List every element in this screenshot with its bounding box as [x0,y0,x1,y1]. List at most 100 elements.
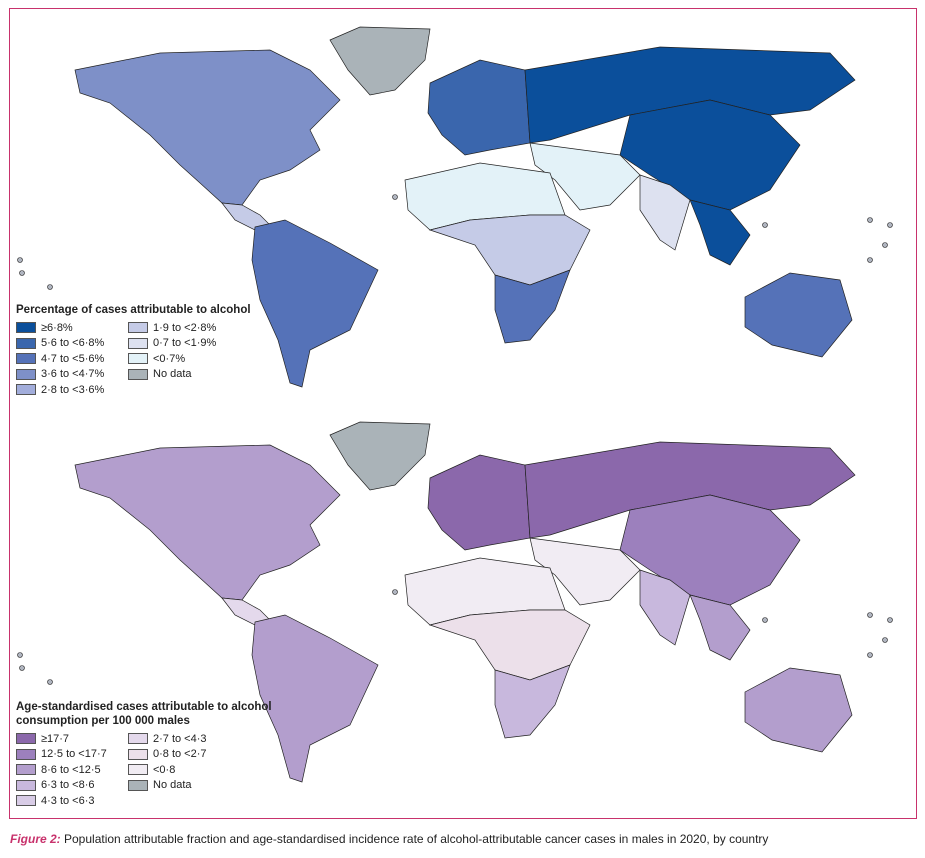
legend-item: 0·7 to <1·9% [128,336,248,352]
region-greenland [329,421,431,491]
legend-label: 3·6 to <4·7% [41,368,105,381]
region-south-asia [639,569,691,646]
region-australia [744,272,853,358]
legend-label: No data [153,368,192,381]
region-middle-east [529,537,641,606]
region-southern-africa [494,664,571,739]
legend-item: 8·6 to <12·5 [16,762,128,778]
region-australia [744,667,853,753]
legend-item: 1·9 to <2·8% [128,320,248,336]
legend-swatch [16,368,36,380]
small-island-marker [887,222,893,228]
region-south-america [251,614,379,783]
region-east-asia [619,99,801,211]
legend-label: 0·7 to <1·9% [153,337,217,350]
region-south-america [251,219,379,388]
legend-swatch [16,733,36,745]
legend-swatch [128,353,148,365]
legend-swatch [16,322,36,334]
legend-swatch [16,779,36,791]
region-europe [427,59,531,156]
legend-item: 4·7 to <5·6% [16,351,128,367]
legend-item: 3·6 to <4·7% [16,367,128,383]
legend-swatch [128,337,148,349]
legend-age-standardised: Age-standardised cases attributable to a… [16,700,272,809]
legend-item: 4·3 to <6·3 [16,793,128,809]
map-percentage-attributable [17,26,893,388]
legend-item: ≥6·8% [16,320,128,336]
legend-label: 1·9 to <2·8% [153,321,217,334]
legend-label: <0·8 [153,763,176,776]
map-age-standardised-rate [17,421,893,783]
legend-label: No data [153,779,192,792]
legend-swatch [128,368,148,380]
region-southeast-asia [689,594,751,661]
legend-swatch [128,733,148,745]
figure-caption: Figure 2: Population attributable fracti… [10,832,768,846]
legend-item: No data [128,367,248,383]
region-europe [427,454,531,551]
small-island-marker [19,665,25,671]
small-island-marker [867,217,873,223]
region-middle-east [529,142,641,211]
legend-label: <0·7% [153,352,186,365]
legend-label: 6·3 to <8·6 [41,779,95,792]
legend-swatch [16,748,36,760]
legend-label: 8·6 to <12·5 [41,763,101,776]
legend-swatch [16,384,36,396]
small-island-marker [392,589,398,595]
small-island-marker [392,194,398,200]
region-southern-africa [494,269,571,344]
legend-swatch [128,322,148,334]
legend-item: <0·7% [128,351,248,367]
legend-swatch [16,353,36,365]
region-sub-saharan-africa [428,214,591,286]
figure-frame [9,8,917,819]
region-east-asia [619,494,801,606]
legend-item: ≥17·7 [16,731,128,747]
region-southeast-asia [689,199,751,266]
caption-label: Figure 2: [10,832,61,846]
legend-title: Percentage of cases attributable to alco… [16,304,251,316]
legend-swatch [16,337,36,349]
legend-item: 2·8 to <3·6% [16,382,128,398]
small-island-marker [762,222,768,228]
small-island-marker [19,270,25,276]
region-sub-saharan-africa [428,609,591,681]
legend-swatch [16,795,36,807]
legend-item: 12·5 to <17·7 [16,747,128,763]
small-island-marker [867,257,873,263]
legend-percentage: Percentage of cases attributable to alco… [16,303,251,398]
legend-label: 5·6 to <6·8% [41,337,105,350]
legend-swatch [128,748,148,760]
region-south-asia [639,174,691,251]
legend-item: 2·7 to <4·3 [128,731,248,747]
legend-label: 4·7 to <5·6% [41,352,105,365]
small-island-marker [882,242,888,248]
legend-label: ≥17·7 [41,732,70,745]
legend-item: 0·8 to <2·7 [128,747,248,763]
legend-title: Age-standardised cases attributable to a… [16,701,272,727]
legend-label: 12·5 to <17·7 [41,748,107,761]
legend-label: 2·8 to <3·6% [41,383,105,396]
small-island-marker [47,284,53,290]
region-greenland [329,26,431,96]
legend-label: 0·8 to <2·7 [153,748,207,761]
small-island-marker [882,637,888,643]
small-island-marker [867,652,873,658]
legend-item: <0·8 [128,762,248,778]
small-island-marker [867,612,873,618]
legend-item: No data [128,778,248,794]
legend-item: 5·6 to <6·8% [16,336,128,352]
region-north-america [74,444,341,601]
legend-swatch [16,764,36,776]
legend-label: 2·7 to <4·3 [153,732,207,745]
small-island-marker [17,257,23,263]
small-island-marker [762,617,768,623]
legend-label: 4·3 to <6·3 [41,794,95,807]
caption-text: Population attributable fraction and age… [60,832,769,846]
small-island-marker [887,617,893,623]
small-island-marker [47,679,53,685]
legend-label: ≥6·8% [41,321,73,334]
region-north-america [74,49,341,206]
